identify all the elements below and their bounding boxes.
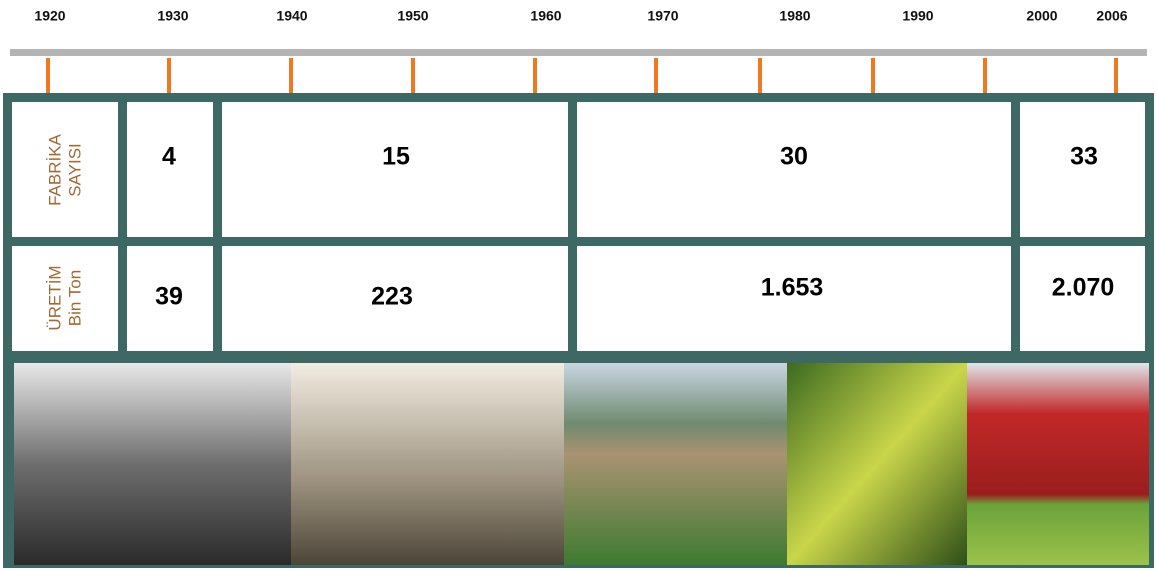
photo-harvester xyxy=(967,363,1149,565)
row-header-text: ÜRETİM xyxy=(45,265,64,330)
row-header-text: SAYISI xyxy=(65,143,84,197)
cell-value: 15 xyxy=(382,143,410,171)
year-label: 1940 xyxy=(276,8,307,24)
photo-leaves xyxy=(787,363,967,565)
cell-value: 4 xyxy=(162,143,176,171)
photo-field xyxy=(564,363,787,565)
row-header-text: Bin Ton xyxy=(65,270,84,326)
photo-strip xyxy=(14,363,1149,565)
timeline-ticks xyxy=(48,58,1116,93)
year-label: 1980 xyxy=(779,8,810,24)
year-label: 2006 xyxy=(1096,8,1127,24)
cell-value: 1.653 xyxy=(761,274,824,302)
year-label: 1970 xyxy=(647,8,678,24)
year-label: 1990 xyxy=(902,8,933,24)
row-header-text: FABRİKA xyxy=(45,133,64,205)
timeline-bar xyxy=(10,49,1147,56)
year-label: 1950 xyxy=(397,8,428,24)
year-label: 1930 xyxy=(157,8,188,24)
timeline: 1920 1930 1940 1950 1960 1970 1980 1990 … xyxy=(10,8,1147,93)
cell-value: 223 xyxy=(371,283,413,311)
year-label: 1920 xyxy=(34,8,65,24)
photo-tractor xyxy=(291,363,564,565)
year-label: 1960 xyxy=(530,8,561,24)
year-label: 2000 xyxy=(1026,8,1057,24)
cell-value: 39 xyxy=(155,283,183,311)
cell-value: 2.070 xyxy=(1052,274,1115,302)
timeline-infographic: 1920 1930 1940 1950 1960 1970 1980 1990 … xyxy=(0,0,1157,571)
cell-value: 30 xyxy=(780,143,808,171)
cell-value: 33 xyxy=(1070,143,1098,171)
photo-workers xyxy=(14,363,291,565)
